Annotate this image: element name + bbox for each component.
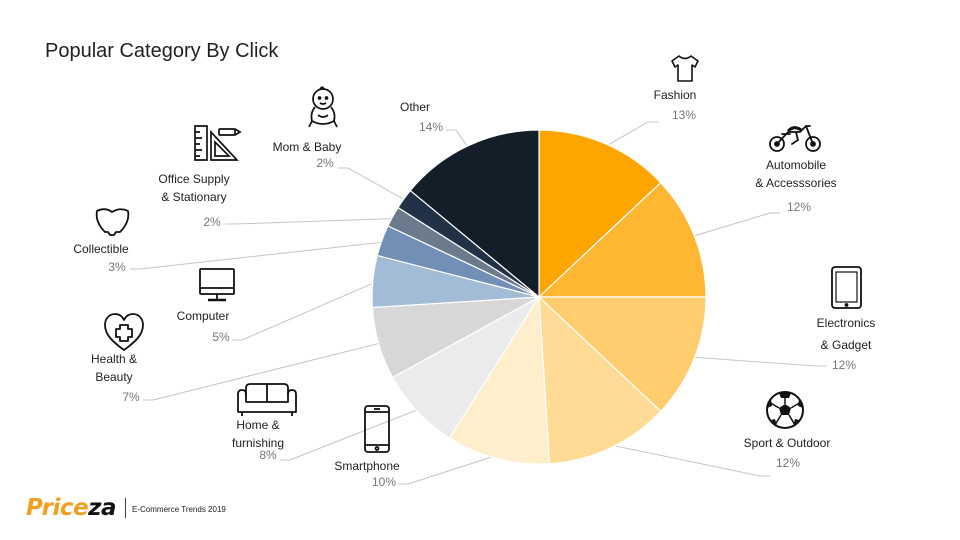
pie-slice-sport-outdoor [538,295,662,465]
slice-label: Home & furnishing [232,418,284,450]
pie-slice-fashion [538,129,662,299]
slice-label: Health & Beauty [91,352,137,384]
slice-label: Collectible [73,242,129,256]
leader-line [225,218,397,225]
pie-slice-automobile-accesssories [537,181,707,298]
slice-label: Office Supply & Stationary [158,172,229,204]
slice-label: Fashion [654,88,697,102]
slice-value-label: 7% [122,390,140,404]
slice-value-label: 14% [419,120,443,134]
footer-tagline: E-Commerce Trends 2019 [132,504,226,514]
leader-line [398,454,499,485]
chart-title: Popular Category By Click [45,40,279,62]
slice-value-label: 2% [203,215,221,229]
pie-slice-smartphone [448,295,551,465]
leader-line [603,121,658,148]
leader-line [690,212,780,238]
soccer-ball-icon [766,391,804,429]
slice-label: Sport & Outdoor [744,436,831,450]
monitor-icon [199,268,235,302]
slice-value-label: 5% [212,330,230,344]
leader-line [446,129,471,150]
slice-label: Smartphone [334,459,400,473]
slice-label: Automobile & Accesssories [755,158,836,190]
leader-line [690,356,826,367]
sofa-icon [237,383,297,416]
slice-value-label: 13% [672,108,696,122]
slice-value-label: 10% [372,475,396,489]
slice-value-label: 3% [108,260,126,274]
pie-slice-other [409,129,540,299]
slice-value-label: 2% [316,156,334,170]
slice-value-label: 12% [787,200,811,214]
priceza-logo: Priceza [26,495,117,521]
leader-line [232,281,377,341]
footer-divider [125,498,127,518]
leader-line [143,342,383,401]
pie-slice-electronics-gadget [537,296,707,413]
slice-value-label: 12% [832,358,856,372]
slice-value-label: 12% [776,456,800,470]
brand-footer: Priceza E-Commerce Trends 2019 [26,493,226,523]
leader-line [608,444,770,477]
tshirt-icon [671,55,699,82]
heart-plus-icon [104,313,144,351]
slice-value-label: 8% [259,448,277,462]
slice-label: Mom & Baby [273,140,342,154]
leader-line [130,241,386,270]
slice-label: Other [400,100,430,114]
tablet-icon [831,266,862,309]
slice-label: Electronics & Gadget [817,316,876,352]
slice-label: Computer [177,309,230,323]
motorcycle-icon [769,125,821,152]
leader-line [338,167,408,202]
smartphone-icon [364,405,390,453]
office-supply-icon [194,125,242,161]
leader-line [280,408,421,461]
bowl-icon [95,208,130,236]
baby-icon [308,86,338,128]
